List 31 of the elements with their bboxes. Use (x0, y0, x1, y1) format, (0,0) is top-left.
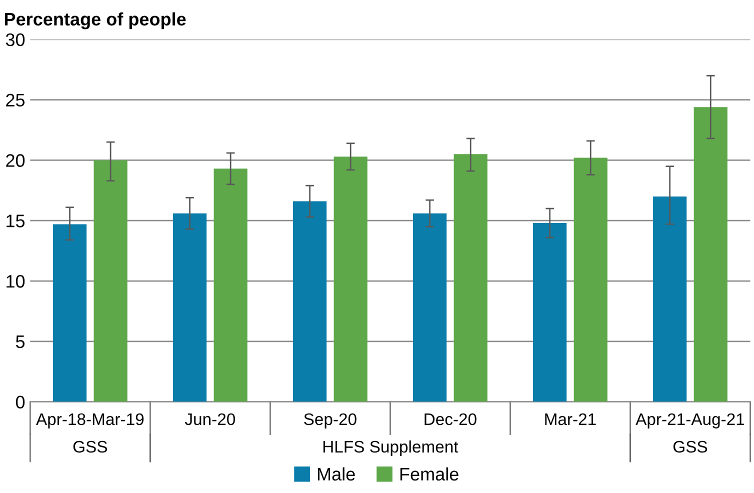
bar (292, 201, 327, 402)
text: GSS (73, 440, 107, 453)
legend-label: Male (318, 467, 355, 481)
bar (694, 107, 728, 402)
y-tick-label: 0 (16, 396, 25, 409)
y-tick-label: 5 (16, 336, 25, 348)
y-tick-label: 10 (6, 274, 25, 288)
x-tick-label: Mar-21 (545, 413, 596, 426)
bar (454, 154, 488, 402)
y-tick-label: 25 (6, 94, 25, 107)
bar (172, 213, 207, 402)
bar (412, 213, 447, 402)
legend-label: Female (400, 467, 458, 481)
text: HLFS Supplement (323, 440, 458, 456)
x-tick-label: Sep-20 (304, 413, 356, 428)
y-tick-label: 20 (6, 154, 25, 167)
y-axis-title: Percentage of people (4, 12, 186, 30)
y-tick-label: 30 (6, 33, 25, 46)
x-tick-label: Jun-20 (184, 413, 236, 426)
bar (334, 156, 368, 402)
x-tick-label: Apr-21-Aug-21 (636, 413, 744, 428)
bar (52, 224, 87, 402)
bar (574, 158, 608, 402)
y-tick-label: 15 (6, 214, 25, 228)
bar (214, 168, 248, 402)
bar (533, 223, 567, 402)
x-tick-label: Apr-18-Mar-19 (36, 413, 144, 428)
bar (653, 196, 687, 402)
bar (94, 160, 128, 402)
x-tick-label: Dec-20 (424, 413, 476, 426)
text: GSS (673, 440, 708, 453)
